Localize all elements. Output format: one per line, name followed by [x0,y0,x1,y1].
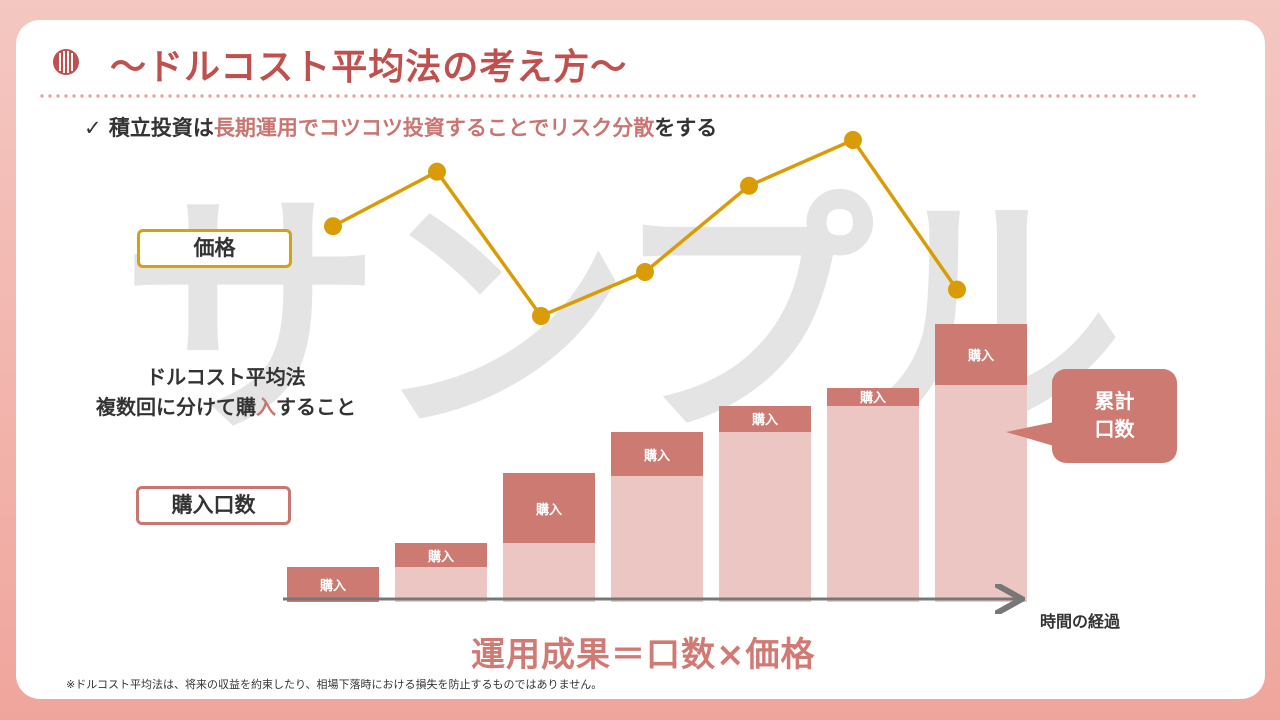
formula: 運用成果＝口数×価格 [471,635,816,675]
price-point [428,162,446,181]
dca-description: ドルコスト平均法 複数回に分けて購入すること [56,362,396,422]
price-point [636,263,654,281]
bar-purchase: 購入 [395,543,487,567]
stripe-circle-icon [53,49,79,75]
price-point [740,176,758,195]
price-line-chart [283,131,1265,699]
footnote: ※ドルコスト平均法は、将来の収益を約束したり、相場下落時における損失を防止するも… [66,678,603,691]
bar-purchase: 購入 [287,566,379,602]
bar-base [503,543,595,602]
dotted-divider [38,94,1198,98]
price-point [844,131,862,149]
price-series-line [332,137,959,319]
bar-purchase: 購入 [503,473,595,544]
slide-card: ～ドルコスト平均法の考え方～ ✓ 積立投資は長期運用でコツコツ投資することでリス… [16,20,1265,699]
bar-purchase: 購入 [827,388,919,406]
time-axis-label: 時間の経過 [1040,612,1121,631]
price-point [948,280,966,299]
subtitle-text-1: 積立投資は [108,116,214,140]
price-point [324,217,342,236]
subtitle: ✓ 積立投資は長期運用でコツコツ投資することでリスク分散をする [84,112,717,142]
check-icon: ✓ [84,116,102,140]
units-label: 購入口数 [136,486,291,525]
page-title: ～ドルコスト平均法の考え方～ [110,47,628,88]
description-line-1: ドルコスト平均法 [146,365,306,389]
description-line-2: 複数回に分けて購入すること [96,395,356,419]
bar-base [611,476,703,602]
cumulative-units-callout: 累計 口数 [1052,369,1177,463]
subtitle-text-2: をする [654,116,718,140]
price-label: 価格 [137,229,292,268]
bar-base [935,385,1027,602]
bar-purchase: 購入 [935,323,1027,386]
bar-purchase: 購入 [719,405,811,433]
subtitle-highlight: 長期運用でコツコツ投資することでリスク分散 [213,116,655,140]
bar-base [395,566,487,602]
bar-purchase: 購入 [611,432,703,476]
bar-base [827,405,919,602]
bar-base [719,432,811,602]
callout-tail [1006,422,1054,446]
price-point [532,307,550,325]
